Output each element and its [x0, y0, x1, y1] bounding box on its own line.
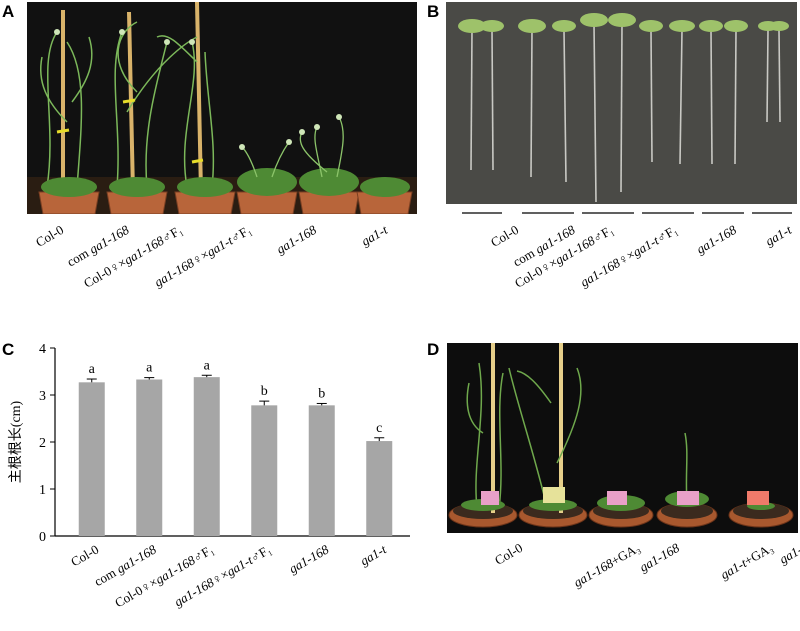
panel-d-label-0: Col-0 — [491, 540, 526, 568]
panel-d-plant-photo — [447, 343, 798, 533]
bar-0 — [78, 382, 105, 536]
panel-b-label-0: Col-0 — [487, 222, 522, 250]
panel-b-label-4: ga1-168 — [693, 222, 739, 257]
significance-letter-3: b — [261, 384, 268, 399]
panel-a-plant-photo — [27, 2, 417, 214]
significance-letter-5: c — [376, 421, 382, 436]
panel-a-label-5: ga1-t — [358, 222, 390, 249]
panel-a-label-0: Col-0 — [32, 222, 67, 250]
panel-d-label-1: ga1-168+GA₃ — [570, 540, 643, 590]
panel-b-label-5: ga1-t — [762, 222, 794, 249]
x-tick-label-0: Col-0 — [68, 542, 101, 570]
x-tick-label-4: ga1-168 — [286, 541, 331, 576]
panel-letter-a: A — [2, 2, 15, 21]
significance-letter-1: a — [146, 361, 153, 376]
x-tick-label-2: Col-0♀×ga1-168♂F₁ — [112, 542, 216, 611]
y-tick-label-3: 3 — [39, 389, 46, 404]
bar-4 — [308, 405, 335, 536]
significance-letter-0: a — [89, 362, 96, 377]
panel-b-group-lines — [462, 212, 792, 214]
panel-a-label-4: ga1-168 — [273, 222, 319, 257]
panel-d-label-4: ga1-t — [776, 540, 800, 567]
y-tick-label-0: 0 — [39, 530, 46, 545]
x-tick-label-3: ga1-168♀×ga1-t♂F₁ — [172, 542, 274, 610]
bar-3 — [251, 405, 278, 536]
panel-letter-b: B — [427, 2, 440, 21]
significance-letter-4: b — [318, 386, 325, 401]
panel-b-root-photo — [446, 2, 797, 204]
bar-2 — [193, 377, 220, 536]
y-tick-label-2: 2 — [39, 436, 46, 451]
y-tick-label-4: 4 — [39, 342, 46, 357]
y-axis-label: 主根根长(cm) — [8, 400, 24, 483]
bar-1 — [136, 379, 163, 536]
x-tick-label-5: ga1-t — [357, 541, 389, 568]
significance-letter-2: a — [204, 358, 211, 373]
panel-letter-c: C — [2, 340, 15, 359]
panel-d-label-3: ga1-t+GA₃ — [717, 540, 776, 583]
panel-letter-d: D — [427, 340, 440, 359]
panel-d-label-2: ga1-168 — [636, 540, 682, 575]
bar-5 — [366, 441, 393, 536]
y-tick-label-1: 1 — [39, 483, 46, 498]
